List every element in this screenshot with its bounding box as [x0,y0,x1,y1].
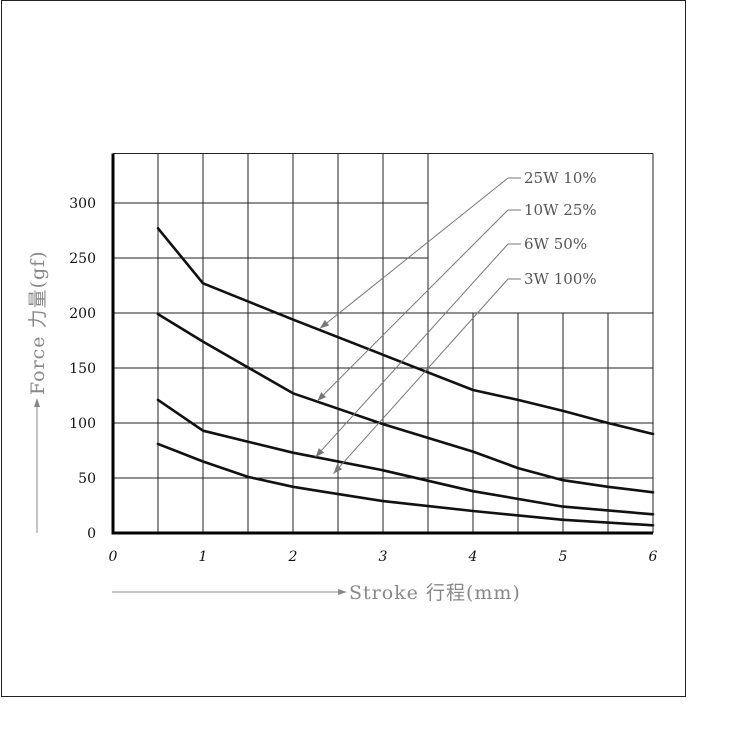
series-line-3w [156,442,655,527]
y-tick-label: 100 [69,416,96,432]
x-tick-label: 0 [109,549,118,565]
x-tick-label: 3 [379,549,388,565]
y-tick-label: 300 [69,196,96,212]
x-tick-label: 2 [288,549,298,565]
y-tick-label: 0 [87,526,96,542]
series-line-25w [156,227,655,436]
legend: 25W 10% 10W 25% 6W 50% 3W 100% [315,169,597,474]
legend-leader-line [315,243,509,458]
y-title-arrow-head [34,398,40,407]
x-tick-label: 6 [649,549,658,565]
y-axis-title: Force 力量(gf) [27,250,49,395]
legend-label: 10W 25% [524,201,597,219]
x-tick-label: 5 [559,549,568,565]
x-title-arrow-head [338,589,347,595]
y-tick-label: 200 [69,306,96,322]
y-tick-label: 150 [69,361,96,377]
y-tick-label: 250 [69,251,96,267]
chart-frame [1,0,686,697]
legend-leader-line [316,209,509,402]
legend-label: 25W 10% [524,169,597,187]
y-tick-label: 50 [78,471,96,487]
legend-arrow-head [317,392,327,401]
x-tick-label: 4 [468,549,478,565]
axes [111,153,653,535]
curves [156,227,655,527]
legend-arrow-head [333,464,343,474]
legend-leader-line [319,177,509,329]
legend-arrow-head [315,448,325,458]
x-tick-label: 1 [199,549,208,565]
series-line-10w [156,312,655,494]
tick-labels: 0 1 2 3 4 5 6 0 50 100 150 200 250 300 [69,196,657,565]
legend-label: 6W 50% [524,235,587,253]
legend-label: 3W 100% [524,270,597,288]
series-line-6w [156,398,655,516]
legend-leader-line [333,278,509,474]
legend-arrow-head [320,320,330,329]
x-axis-title: Stroke 行程(mm) [349,582,521,604]
